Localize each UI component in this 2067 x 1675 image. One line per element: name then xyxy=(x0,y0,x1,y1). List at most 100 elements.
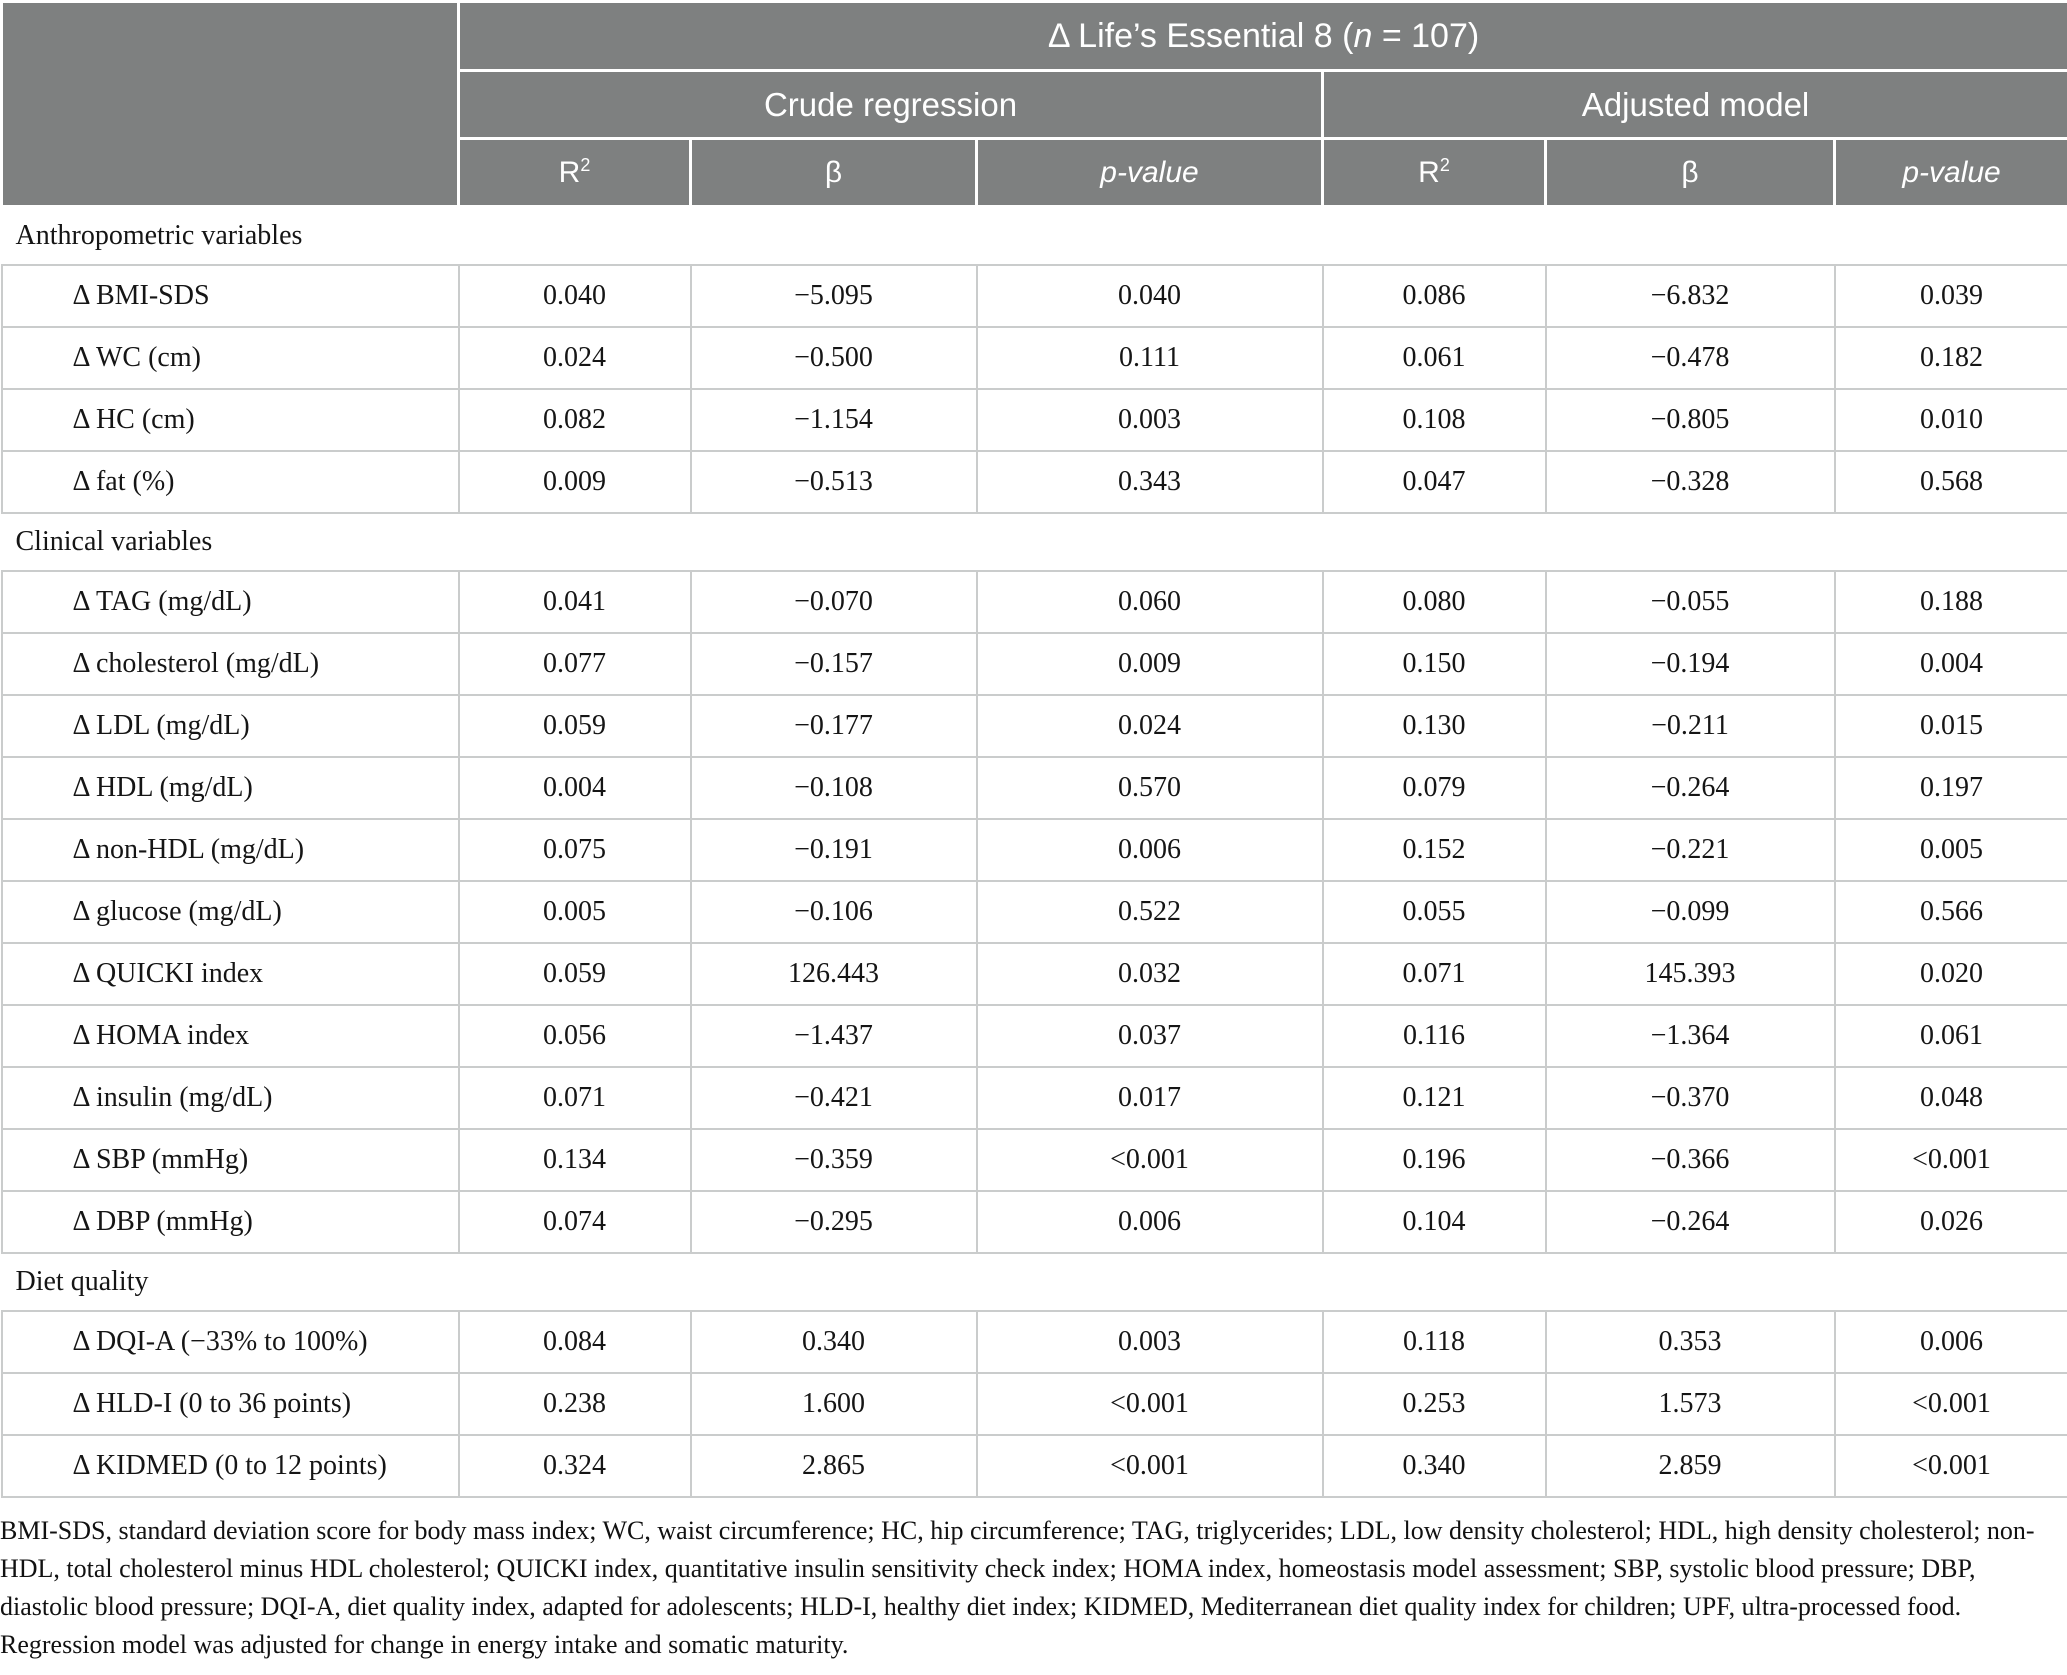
section-label: Anthropometric variables xyxy=(1,205,2067,266)
cell-adjusted-p: 0.039 xyxy=(1833,264,2067,328)
table-title-prefix: Δ Life’s Essential 8 ( xyxy=(1047,16,1354,55)
cell-crude-p: 0.017 xyxy=(975,1066,1324,1130)
table-row: Δ DBP (mmHg) 0.074 −0.295 0.006 0.104 −0… xyxy=(0,1190,2067,1254)
cell-adjusted-beta: −0.370 xyxy=(1544,1066,1836,1130)
cell-adjusted-r2: 0.121 xyxy=(1321,1066,1547,1130)
table-title-suffix: = 107) xyxy=(1372,16,1480,55)
cell-adjusted-beta: −0.194 xyxy=(1544,632,1836,696)
cell-adjusted-p: 0.048 xyxy=(1833,1066,2067,1130)
table-row: Δ cholesterol (mg/dL) 0.077 −0.157 0.009… xyxy=(0,632,2067,696)
cell-crude-beta: −5.095 xyxy=(689,264,978,328)
cell-crude-r2: 0.075 xyxy=(457,818,692,882)
cell-crude-r2: 0.084 xyxy=(457,1310,692,1374)
cell-adjusted-beta: 0.353 xyxy=(1544,1310,1836,1374)
cell-adjusted-p: 0.005 xyxy=(1833,818,2067,882)
cell-crude-r2: 0.074 xyxy=(457,1190,692,1254)
table-row: Δ KIDMED (0 to 12 points) 0.324 2.865 <0… xyxy=(0,1434,2067,1498)
table-footnote: BMI-SDS, standard deviation score for bo… xyxy=(0,1516,2035,1659)
cell-crude-r2: 0.040 xyxy=(457,264,692,328)
cell-crude-beta: −0.500 xyxy=(689,326,978,390)
table-row: Δ HOMA index 0.056 −1.437 0.037 0.116 −1… xyxy=(0,1004,2067,1068)
results-table: Δ Life’s Essential 8 (n = 107) Crude reg… xyxy=(0,0,2067,1498)
row-label: Δ non-HDL (mg/dL) xyxy=(0,818,460,882)
cell-crude-p: 0.060 xyxy=(975,570,1324,634)
cell-adjusted-beta: −1.364 xyxy=(1544,1004,1836,1068)
cell-adjusted-beta: −0.264 xyxy=(1544,1190,1836,1254)
cell-adjusted-p: <0.001 xyxy=(1833,1128,2067,1192)
col-header-beta-crude: β xyxy=(689,137,978,208)
cell-adjusted-r2: 0.086 xyxy=(1321,264,1547,328)
group-header-crude: Crude regression xyxy=(457,69,1324,140)
table-title-n: n xyxy=(1353,16,1373,55)
col-header-r2-adjusted: R2 xyxy=(1321,137,1547,208)
cell-adjusted-r2: 0.055 xyxy=(1321,880,1547,944)
cell-crude-r2: 0.324 xyxy=(457,1434,692,1498)
cell-crude-p: 0.009 xyxy=(975,632,1324,696)
cell-crude-p: 0.343 xyxy=(975,450,1324,514)
col-header-r2-crude: R2 xyxy=(457,137,692,208)
row-label: Δ HDL (mg/dL) xyxy=(0,756,460,820)
cell-adjusted-beta: −0.264 xyxy=(1544,756,1836,820)
table-row: Δ LDL (mg/dL) 0.059 −0.177 0.024 0.130 −… xyxy=(0,694,2067,758)
cell-adjusted-r2: 0.130 xyxy=(1321,694,1547,758)
table-row: Δ glucose (mg/dL) 0.005 −0.106 0.522 0.0… xyxy=(0,880,2067,944)
row-label: Δ cholesterol (mg/dL) xyxy=(0,632,460,696)
cell-crude-p: 0.024 xyxy=(975,694,1324,758)
table-header: Δ Life’s Essential 8 (n = 107) Crude reg… xyxy=(0,0,2067,208)
cell-crude-beta: −0.177 xyxy=(689,694,978,758)
table-body: Anthropometric variables Δ BMI-SDS 0.040… xyxy=(0,205,2067,1498)
table-row: Δ WC (cm) 0.024 −0.500 0.111 0.061 −0.47… xyxy=(0,326,2067,390)
row-label: Δ QUICKI index xyxy=(0,942,460,1006)
cell-adjusted-beta: −0.366 xyxy=(1544,1128,1836,1192)
cell-crude-p: 0.006 xyxy=(975,1190,1324,1254)
table-title: Δ Life’s Essential 8 (n = 107) xyxy=(456,0,2067,72)
r2-letter: R xyxy=(558,155,581,189)
cell-crude-r2: 0.041 xyxy=(457,570,692,634)
cell-adjusted-r2: 0.118 xyxy=(1321,1310,1547,1374)
cell-crude-p: 0.111 xyxy=(975,326,1324,390)
row-label: Δ KIDMED (0 to 12 points) xyxy=(0,1434,460,1498)
table-row: Δ HC (cm) 0.082 −1.154 0.003 0.108 −0.80… xyxy=(0,388,2067,452)
cell-adjusted-beta: −6.832 xyxy=(1544,264,1836,328)
cell-crude-beta: 2.865 xyxy=(689,1434,978,1498)
cell-crude-p: 0.006 xyxy=(975,818,1324,882)
col-header-p-adjusted: p-value xyxy=(1832,137,2067,208)
cell-adjusted-p: <0.001 xyxy=(1833,1434,2067,1498)
cell-adjusted-r2: 0.196 xyxy=(1321,1128,1547,1192)
row-label: Δ WC (cm) xyxy=(0,326,460,390)
cell-crude-beta: −0.191 xyxy=(689,818,978,882)
cell-crude-p: 0.032 xyxy=(975,942,1324,1006)
cell-adjusted-r2: 0.104 xyxy=(1321,1190,1547,1254)
r2-letter: R xyxy=(1418,155,1440,189)
cell-crude-p: <0.001 xyxy=(975,1372,1324,1436)
row-label: Δ insulin (mg/dL) xyxy=(0,1066,460,1130)
row-label: Δ LDL (mg/dL) xyxy=(0,694,460,758)
cell-adjusted-p: 0.061 xyxy=(1833,1004,2067,1068)
stub-header-cell xyxy=(0,0,460,208)
cell-crude-p: <0.001 xyxy=(975,1434,1324,1498)
cell-adjusted-r2: 0.108 xyxy=(1321,388,1547,452)
table-row: Δ HLD-I (0 to 36 points) 0.238 1.600 <0.… xyxy=(0,1372,2067,1436)
cell-adjusted-p: 0.006 xyxy=(1833,1310,2067,1374)
col-header-p-crude: p-value xyxy=(975,137,1324,208)
section-row: Clinical variables xyxy=(1,512,2067,572)
cell-crude-p: <0.001 xyxy=(975,1128,1324,1192)
cell-adjusted-p: 0.182 xyxy=(1833,326,2067,390)
cell-adjusted-p: 0.015 xyxy=(1833,694,2067,758)
cell-adjusted-p: 0.568 xyxy=(1833,450,2067,514)
row-label: Δ TAG (mg/dL) xyxy=(0,570,460,634)
cell-crude-beta: −1.437 xyxy=(689,1004,978,1068)
cell-crude-beta: 126.443 xyxy=(689,942,978,1006)
cell-crude-beta: −0.108 xyxy=(689,756,978,820)
cell-adjusted-beta: −0.478 xyxy=(1544,326,1836,390)
cell-crude-p: 0.040 xyxy=(975,264,1324,328)
table-row: Δ TAG (mg/dL) 0.041 −0.070 0.060 0.080 −… xyxy=(0,570,2067,634)
cell-crude-beta: −0.106 xyxy=(689,880,978,944)
cell-adjusted-p: 0.010 xyxy=(1833,388,2067,452)
row-label: Δ HC (cm) xyxy=(0,388,460,452)
cell-crude-r2: 0.134 xyxy=(457,1128,692,1192)
row-label: Δ fat (%) xyxy=(0,450,460,514)
col-header-beta-adjusted: β xyxy=(1544,137,1836,208)
cell-crude-beta: 1.600 xyxy=(689,1372,978,1436)
cell-adjusted-p: <0.001 xyxy=(1833,1372,2067,1436)
